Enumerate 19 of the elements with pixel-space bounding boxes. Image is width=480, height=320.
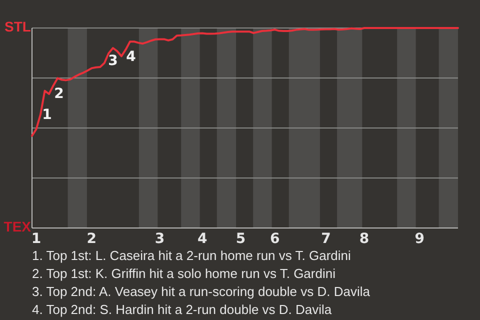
x-tick-label: 7 [321,230,331,247]
x-tick-label: 8 [359,230,370,247]
text: 3. Top 2nd: A. Veasey hit a run-scoring double vs D. Davila [32,284,371,299]
x-tick-label: 3 [154,230,165,247]
annotation: 4 [126,48,136,65]
x-tick-label: 5 [236,230,246,247]
x-tick-label: 9 [414,230,425,247]
x-tick-label: 4 [198,230,208,247]
annotation: 2 [54,86,64,102]
text: TEX [4,218,32,235]
text: 4. Top 2nd: S. Hardin hit a 2-run double vs D. Davila [32,302,332,317]
annotation: 3 [108,52,118,69]
annotation: 1 [42,106,52,123]
x-tick-label: 2 [86,230,97,247]
text: STL [4,18,32,35]
text: 2. Top 1st: K. Griffin hit a solo home run vs T. Gardini [32,266,336,281]
x-tick-label: 1 [31,230,42,247]
x-tick-label: 6 [270,230,280,247]
text: 1. Top 1st: L. Caseira hit a 2-run home run vs T. Gardini [32,248,352,263]
